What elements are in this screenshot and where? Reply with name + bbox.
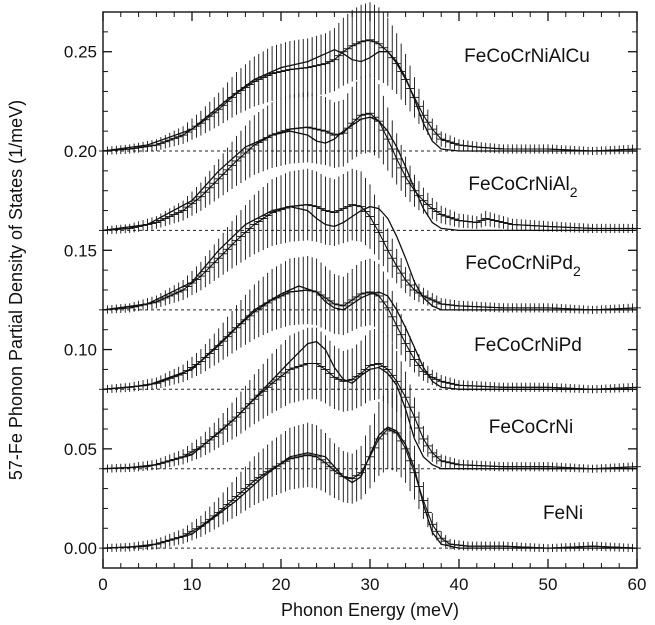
- x-tick-label: 10: [183, 575, 202, 594]
- series-label: FeCoCrNi: [489, 417, 573, 438]
- exp-series: [99, 256, 641, 394]
- exp-series: [99, 168, 641, 314]
- y-tick-label: 0.05: [64, 440, 97, 459]
- series-label: FeCoCrNiAlCu: [464, 46, 590, 67]
- x-tick-label: 30: [361, 575, 380, 594]
- x-tick-label: 20: [272, 575, 291, 594]
- series-label: FeNi: [543, 503, 583, 524]
- labels: FeNi FeCoCrNi FeCoCrNiPd FeCoCrNiPd2 FeCoCrN…: [464, 46, 590, 524]
- ticks: 0 10 20 30 40 50 60 0.00 0.05 0.10 0.15 0.20 0.25: [64, 12, 647, 594]
- x-tick-label: 0: [98, 575, 107, 594]
- y-tick-label: 0.00: [64, 539, 97, 558]
- y-tick-label: 0.10: [64, 341, 97, 360]
- y-tick-label: 0.25: [64, 43, 97, 62]
- x-tick-label: 40: [450, 575, 469, 594]
- series-label: FeCoCrNiPd: [474, 335, 582, 356]
- y-tick-label: 0.15: [64, 241, 97, 260]
- curves: [99, 2, 641, 553]
- series-label: FeCoCrNiPd2: [465, 253, 581, 279]
- y-tick-label: 0.20: [64, 142, 97, 161]
- x-tick-label: 60: [628, 575, 647, 594]
- x-tick-label: 50: [539, 575, 558, 594]
- y-axis-title: 57-Fe Phonon Partial Density of States (…: [6, 100, 26, 480]
- x-axis-title: Phonon Energy (meV): [281, 600, 459, 620]
- exp-series: [99, 2, 641, 155]
- exp-series: [99, 389, 641, 553]
- series-label: FeCoCrNiAl2: [468, 174, 577, 200]
- exp-series: [99, 73, 641, 235]
